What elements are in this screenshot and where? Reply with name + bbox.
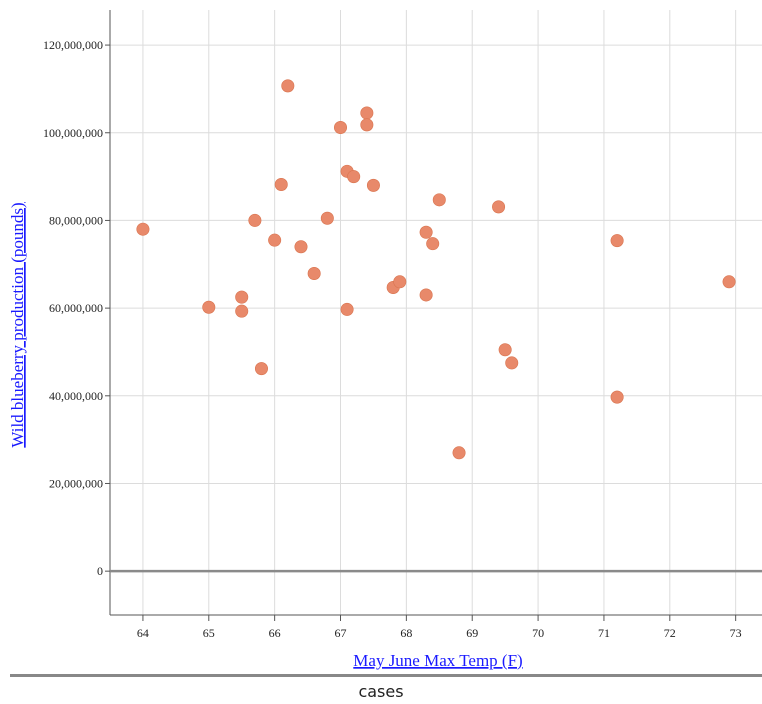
axes	[109, 10, 762, 616]
y-tick-label: 40,000,000	[49, 389, 103, 403]
data-point[interactable]	[235, 290, 249, 304]
data-point[interactable]	[307, 266, 321, 280]
data-point[interactable]	[235, 304, 249, 318]
data-point[interactable]	[492, 200, 506, 214]
footer-label: cases	[358, 682, 404, 701]
x-tick-label: 66	[269, 626, 281, 640]
data-point[interactable]	[610, 234, 624, 248]
data-point[interactable]	[340, 302, 354, 316]
y-tick-label: 120,000,000	[43, 38, 103, 52]
data-point[interactable]	[498, 343, 512, 357]
data-point[interactable]	[393, 275, 407, 289]
data-point[interactable]	[274, 177, 288, 191]
data-point[interactable]	[419, 225, 433, 239]
data-point[interactable]	[426, 237, 440, 251]
data-point[interactable]	[248, 213, 262, 227]
y-tick-label: 0	[97, 564, 103, 578]
y-tick-label: 100,000,000	[43, 126, 103, 140]
data-point[interactable]	[360, 106, 374, 120]
x-tick-label: 71	[598, 626, 610, 640]
footer-divider	[10, 674, 762, 677]
data-point[interactable]	[505, 356, 519, 370]
data-point[interactable]	[294, 240, 308, 254]
y-tick-labels: 0 20,000,000 40,000,000 60,000,000 80,000,00…	[43, 38, 110, 578]
y-tick-label: 60,000,000	[49, 301, 103, 315]
grid	[110, 10, 762, 615]
data-points	[136, 79, 736, 460]
y-tick-label: 20,000,000	[49, 476, 103, 490]
data-point[interactable]	[254, 362, 268, 376]
data-point[interactable]	[722, 275, 736, 289]
x-tick-label: 67	[335, 626, 347, 640]
data-point[interactable]	[419, 288, 433, 302]
x-tick-label: 68	[400, 626, 412, 640]
data-point[interactable]	[320, 211, 334, 225]
scatter-chart: 64 65 66 67 68 69 70 71 72 73 0 20,000,000 40,000,0…	[8, 10, 762, 670]
x-axis-title[interactable]: May June Max Temp (F)	[353, 651, 522, 670]
data-point[interactable]	[360, 118, 374, 132]
x-tick-label: 72	[664, 626, 676, 640]
data-point[interactable]	[432, 193, 446, 207]
data-point[interactable]	[281, 79, 295, 93]
x-tick-labels: 64 65 66 67 68 69 70 71 72 73	[137, 615, 742, 640]
y-axis-title[interactable]: Wild blueberry production (pounds)	[8, 202, 27, 447]
data-point[interactable]	[347, 170, 361, 184]
x-tick-label: 64	[137, 626, 149, 640]
data-point[interactable]	[268, 233, 282, 247]
x-tick-label: 69	[466, 626, 478, 640]
data-point[interactable]	[136, 222, 150, 236]
x-tick-label: 73	[730, 626, 742, 640]
data-point[interactable]	[366, 178, 380, 192]
data-point[interactable]	[334, 120, 348, 134]
x-tick-label: 65	[203, 626, 215, 640]
data-point[interactable]	[610, 390, 624, 404]
data-point[interactable]	[202, 300, 216, 314]
data-point[interactable]	[452, 446, 466, 460]
x-tick-label: 70	[532, 626, 544, 640]
y-tick-label: 80,000,000	[49, 213, 103, 227]
